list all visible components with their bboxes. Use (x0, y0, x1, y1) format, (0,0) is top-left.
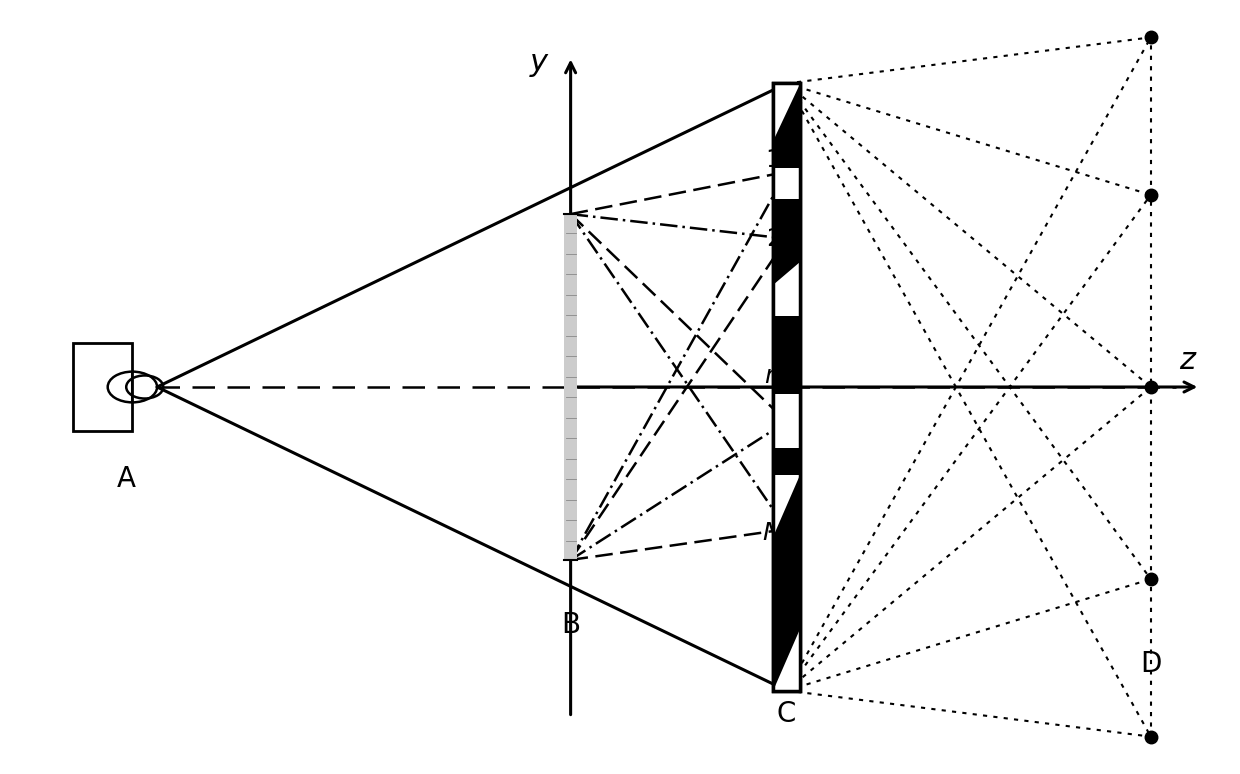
Polygon shape (773, 84, 800, 141)
Text: B: B (560, 611, 580, 639)
Text: $N$: $N$ (761, 521, 782, 545)
Text: $z$: $z$ (1178, 346, 1197, 375)
Polygon shape (773, 629, 800, 690)
Text: A: A (117, 465, 135, 493)
Polygon shape (773, 262, 800, 285)
Text: D: D (1140, 649, 1162, 678)
Bar (564, 214, 577, 560)
Text: $n$: $n$ (764, 365, 781, 389)
Text: C: C (777, 700, 796, 728)
Text: $y$: $y$ (529, 50, 551, 79)
Bar (773, 168, 800, 199)
Bar (773, 84, 800, 690)
Bar (73, 343, 133, 431)
Text: 1: 1 (765, 149, 781, 173)
Bar (773, 177, 800, 191)
Bar (773, 84, 800, 690)
Bar (773, 475, 800, 537)
Bar (773, 262, 800, 316)
Text: 2: 2 (765, 227, 781, 251)
Bar (773, 84, 800, 690)
Polygon shape (773, 475, 800, 537)
Bar (773, 394, 800, 447)
